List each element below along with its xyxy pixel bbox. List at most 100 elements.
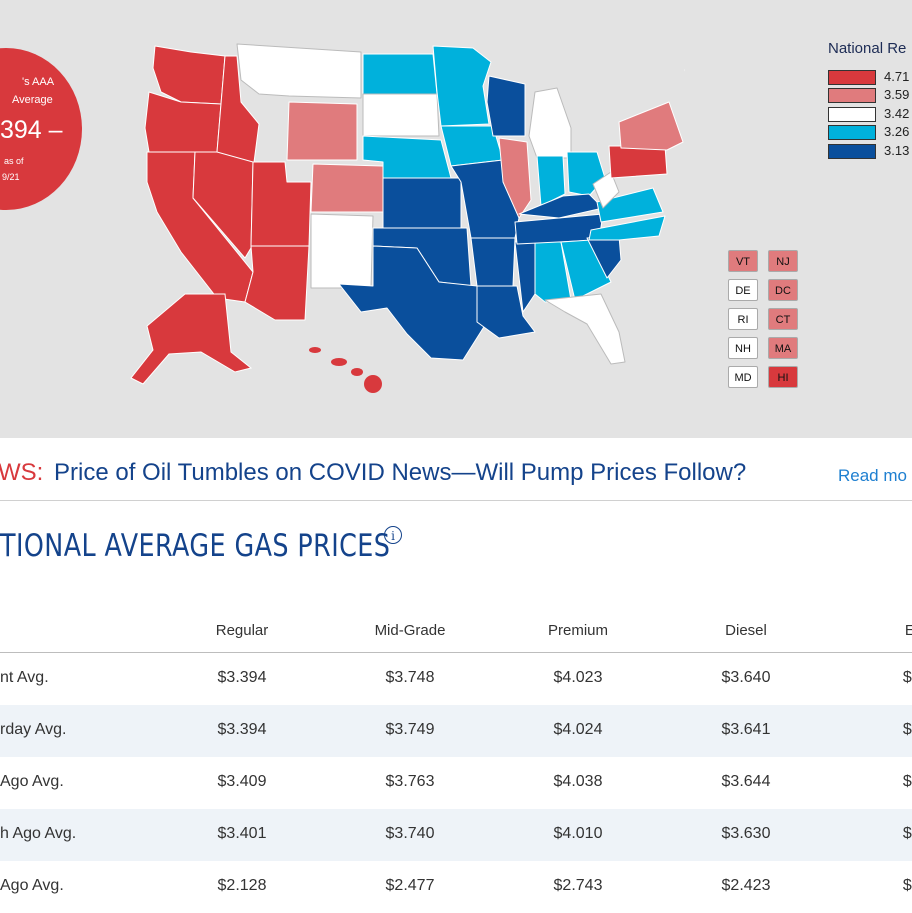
legend-label: 3.13: [884, 143, 910, 158]
state-wy: [286, 101, 358, 161]
price-cell: $3.641: [721, 721, 771, 738]
price-cell: $2.477: [385, 877, 435, 894]
legend-label: 3.42: [884, 106, 910, 121]
row-label: rday Avg.: [0, 721, 67, 738]
price-cell: $4.024: [553, 721, 603, 738]
section-title: TIONAL AVERAGE GAS PRICES: [0, 528, 391, 564]
price-cell: $3.640: [721, 669, 771, 686]
news-headline-link[interactable]: Price of Oil Tumbles on COVID News—Will …: [54, 459, 747, 486]
info-icon[interactable]: i: [384, 526, 402, 544]
state-box-nh[interactable]: NH: [728, 337, 758, 359]
table-row: rday Avg. $3.394 $3.749 $4.024 $3.641 $3.: [0, 705, 912, 757]
price-cell: $4.038: [553, 773, 603, 790]
legend-title: National Re: [828, 40, 907, 57]
state-az: [244, 245, 310, 321]
row-label: nt Avg.: [0, 669, 49, 686]
table-row: Ago Avg. $3.409 $3.763 $4.038 $3.644 $3.: [0, 757, 912, 809]
divider: [0, 500, 912, 501]
state-fl: [544, 293, 626, 365]
state-mn: [432, 45, 492, 127]
state-la: [476, 285, 536, 339]
price-cell: $3.394: [217, 669, 267, 686]
price-cell: $1.: [902, 877, 912, 894]
state-co: [310, 163, 384, 213]
price-cell: $3.: [902, 721, 912, 738]
legend-label: 3.59: [884, 87, 910, 102]
price-cell: $4.023: [553, 669, 603, 686]
state-ky: [518, 193, 604, 219]
table-row: Ago Avg. $2.128 $2.477 $2.743 $2.423 $1.: [0, 861, 912, 913]
column-header: Regular: [215, 622, 269, 639]
state-mt: [236, 43, 362, 99]
price-cell: $3.748: [385, 669, 435, 686]
legend-label: 3.26: [884, 124, 910, 139]
state-nd: [362, 53, 438, 95]
badge-line-1: 's AAA: [22, 76, 55, 88]
state-wi: [486, 75, 526, 137]
state-wv: [592, 171, 620, 209]
badge-line-2: Average: [12, 94, 53, 106]
national-average-badge: 's AAA Average 394 – as of 9/21: [0, 48, 82, 210]
table-row: nt Avg. $3.394 $3.748 $4.023 $3.640 $3.: [0, 653, 912, 705]
read-more-link[interactable]: Read mo: [838, 466, 907, 485]
price-cell: $2.423: [721, 877, 771, 894]
state-wa: [152, 45, 226, 105]
table-row: h Ago Avg. $3.401 $3.740 $4.010 $3.630 $2.: [0, 809, 912, 861]
price-cell: $3.394: [217, 721, 267, 738]
state-ak: [130, 293, 253, 385]
state-box-ma[interactable]: MA: [768, 337, 798, 359]
legend-swatch: [828, 70, 876, 85]
row-label: h Ago Avg.: [0, 825, 77, 842]
state-ga: [560, 239, 612, 301]
price-cell: $3.630: [721, 825, 771, 842]
legend-label: 4.71: [884, 69, 910, 84]
row-label: Ago Avg.: [0, 773, 64, 790]
state-box-vt[interactable]: VT: [728, 250, 758, 272]
price-cell: $3.763: [385, 773, 435, 790]
price-cell: $3.740: [385, 825, 435, 842]
price-cell: $4.010: [553, 825, 603, 842]
price-cell: $2.: [902, 825, 912, 842]
state-box-ri[interactable]: RI: [728, 308, 758, 330]
legend-swatch: [828, 107, 876, 122]
state-ut: [250, 161, 312, 247]
price-cell: $2.128: [217, 877, 267, 894]
badge-line-4: 9/21: [2, 172, 20, 182]
state-sd: [362, 93, 440, 137]
state-box-hi[interactable]: HI: [768, 366, 798, 388]
table-header-line: [0, 652, 912, 653]
state-box-nj[interactable]: NJ: [768, 250, 798, 272]
us-state-price-map[interactable]: [125, 32, 685, 402]
legend-swatch: [828, 88, 876, 103]
badge-price: 394 –: [0, 116, 63, 144]
row-label: Ago Avg.: [0, 877, 64, 894]
legend-swatch: [828, 144, 876, 159]
state-va: [596, 187, 664, 223]
state-nm: [310, 213, 374, 289]
state-ar: [470, 237, 516, 287]
legend-swatch: [828, 125, 876, 140]
state-ks: [382, 177, 462, 229]
state-il: [498, 137, 532, 219]
state-box-md[interactable]: MD: [728, 366, 758, 388]
price-cell: $3.: [902, 773, 912, 790]
news-prefix: WS:: [0, 459, 44, 486]
badge-line-3: as of: [4, 156, 24, 166]
price-cell: $2.743: [553, 877, 603, 894]
state-in: [536, 155, 566, 207]
column-header: Mid-Grade: [374, 622, 446, 639]
state-box-dc[interactable]: DC: [768, 279, 798, 301]
state-hi: [309, 347, 382, 393]
state-nc: [588, 215, 666, 241]
price-cell: $3.: [902, 669, 912, 686]
state-ny: [618, 101, 684, 151]
price-cell: $3.409: [217, 773, 267, 790]
column-header: Premium: [547, 622, 608, 639]
map-panel: 's AAA Average 394 – as of 9/21: [0, 0, 912, 438]
state-pa: [608, 145, 668, 179]
state-box-de[interactable]: DE: [728, 279, 758, 301]
price-cell: $3.749: [385, 721, 435, 738]
price-cell: $3.644: [721, 773, 771, 790]
news-ticker: WS: Price of Oil Tumbles on COVID News—W…: [0, 456, 912, 492]
state-box-ct[interactable]: CT: [768, 308, 798, 330]
